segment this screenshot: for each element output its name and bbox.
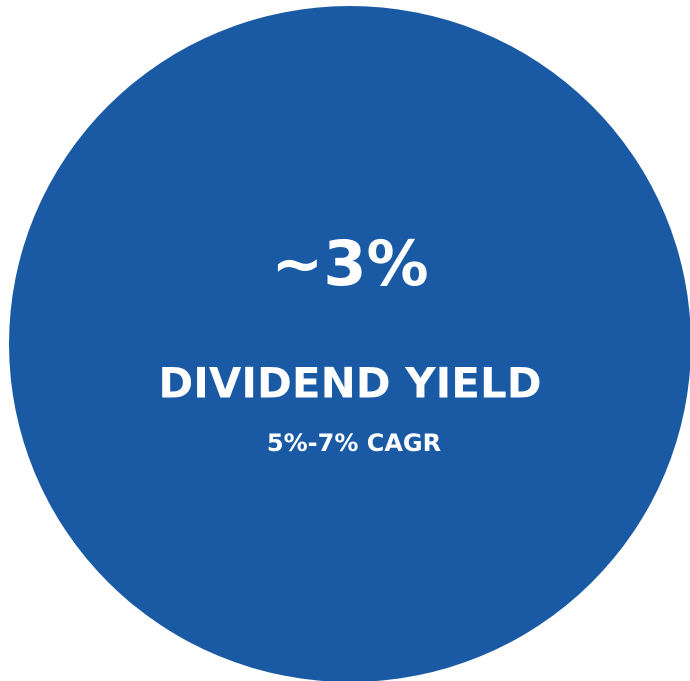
circle (9, 6, 690, 681)
label: DIVIDEND YIELD (158, 359, 541, 408)
headline: ~3% (271, 227, 428, 300)
sublabel: 5%-7% CAGR (267, 429, 441, 457)
